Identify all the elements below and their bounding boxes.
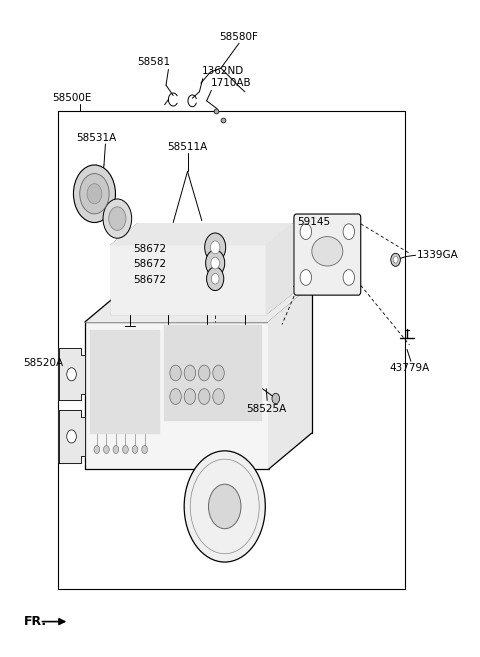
- Text: 58525A: 58525A: [246, 404, 287, 414]
- FancyBboxPatch shape: [294, 214, 361, 295]
- Text: FR.: FR.: [24, 615, 48, 628]
- Circle shape: [142, 445, 147, 453]
- Circle shape: [204, 233, 226, 261]
- Text: 1710AB: 1710AB: [210, 78, 251, 88]
- Polygon shape: [269, 286, 312, 469]
- Circle shape: [170, 389, 181, 405]
- Circle shape: [211, 257, 219, 269]
- Circle shape: [104, 445, 109, 453]
- Text: 58520A: 58520A: [24, 357, 63, 367]
- Polygon shape: [164, 325, 262, 420]
- Circle shape: [67, 430, 76, 443]
- Circle shape: [393, 256, 398, 263]
- Text: 59145: 59145: [297, 217, 330, 227]
- Polygon shape: [59, 348, 85, 401]
- Text: 58531A: 58531A: [76, 133, 116, 143]
- Circle shape: [343, 224, 355, 240]
- Circle shape: [103, 199, 132, 238]
- Circle shape: [199, 389, 210, 405]
- Circle shape: [184, 451, 265, 562]
- Circle shape: [184, 389, 196, 405]
- Circle shape: [208, 484, 241, 529]
- Circle shape: [184, 365, 196, 381]
- Polygon shape: [85, 322, 269, 469]
- Ellipse shape: [312, 237, 343, 266]
- Circle shape: [211, 273, 219, 284]
- Circle shape: [87, 184, 102, 204]
- Polygon shape: [266, 224, 292, 314]
- Circle shape: [300, 269, 312, 285]
- Text: 58500E: 58500E: [52, 93, 92, 102]
- Text: 58580F: 58580F: [220, 32, 259, 42]
- Circle shape: [94, 445, 100, 453]
- Circle shape: [206, 267, 224, 290]
- Circle shape: [210, 241, 220, 254]
- Text: 58511A: 58511A: [168, 142, 208, 152]
- Circle shape: [199, 365, 210, 381]
- Circle shape: [272, 394, 280, 404]
- Text: 1339GA: 1339GA: [417, 250, 458, 260]
- Text: 43779A: 43779A: [389, 363, 430, 373]
- Circle shape: [109, 207, 126, 231]
- Polygon shape: [111, 224, 292, 245]
- Text: 1362ND: 1362ND: [202, 66, 244, 76]
- Circle shape: [132, 445, 138, 453]
- Circle shape: [213, 389, 224, 405]
- Text: 58672: 58672: [133, 244, 166, 254]
- Circle shape: [391, 253, 400, 266]
- Polygon shape: [111, 245, 266, 314]
- Circle shape: [113, 445, 119, 453]
- Circle shape: [67, 368, 76, 381]
- Polygon shape: [59, 410, 85, 463]
- Circle shape: [343, 269, 355, 285]
- Text: 58672: 58672: [133, 260, 166, 269]
- Text: 58581: 58581: [138, 57, 171, 67]
- Polygon shape: [90, 330, 159, 433]
- Circle shape: [80, 173, 109, 214]
- Circle shape: [300, 224, 312, 240]
- Circle shape: [170, 365, 181, 381]
- Circle shape: [213, 365, 224, 381]
- Circle shape: [205, 250, 225, 276]
- Polygon shape: [85, 286, 312, 322]
- Circle shape: [122, 445, 128, 453]
- Text: 58672: 58672: [133, 275, 166, 285]
- Polygon shape: [296, 217, 359, 292]
- Circle shape: [73, 165, 116, 223]
